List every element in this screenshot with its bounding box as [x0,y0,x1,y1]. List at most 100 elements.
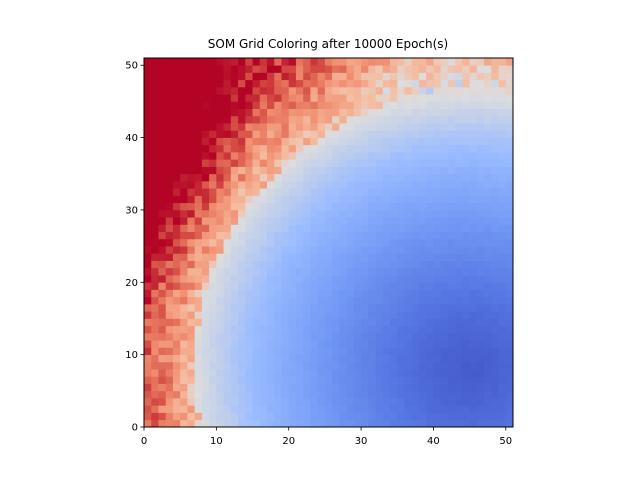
heatmap-cell [252,137,261,146]
heatmap-cell [180,195,188,204]
heatmap-cell [223,217,232,225]
heatmap-cell [281,325,290,334]
heatmap-cell [317,108,326,117]
heatmap-cell [201,383,210,392]
heatmap-cell [245,115,253,124]
heatmap-cell [324,58,333,66]
heatmap-cell [295,79,304,88]
heatmap-cell [252,58,261,66]
heatmap-cell [346,94,355,102]
heatmap-cell [505,202,514,211]
heatmap-cell [440,166,449,175]
heatmap-cell [469,340,478,348]
heatmap-cell [332,72,340,81]
heatmap-cell [491,354,499,363]
heatmap-cell [172,166,181,175]
heatmap-cell [324,152,333,160]
heatmap-cell [324,86,333,95]
heatmap-cell [223,137,232,146]
heatmap-cell [295,58,304,66]
heatmap-cell [505,115,514,124]
heatmap-cell [324,369,333,377]
heatmap-cell [469,361,478,370]
heatmap-cell [324,209,333,218]
heatmap-cell [447,253,456,261]
heatmap-cell [216,289,224,298]
heatmap-cell [201,354,210,363]
heatmap-cell [462,159,470,167]
x-tick-label: 20 [282,436,295,447]
heatmap-cell [375,282,384,290]
heatmap-cell [353,108,362,117]
heatmap-cell [317,340,326,348]
heatmap-cell [332,231,340,240]
heatmap-cell [484,166,492,175]
heatmap-cell [295,246,304,254]
heatmap-cell [144,159,152,167]
heatmap-cell [491,65,499,73]
heatmap-cell [201,181,210,189]
heatmap-cell [390,94,398,102]
heatmap-cell [455,108,463,117]
heatmap-cell [368,304,376,312]
heatmap-cell [295,166,304,175]
heatmap-cell [303,217,311,225]
heatmap-cell [288,166,297,175]
heatmap-cell [505,412,514,421]
heatmap-cell [151,311,159,319]
heatmap-cell [194,347,203,355]
heatmap-cell [339,369,347,377]
heatmap-cell [194,289,203,298]
heatmap-cell [172,58,181,66]
heatmap-cell [209,325,217,334]
heatmap-cell [433,419,441,428]
heatmap-cell [259,354,268,363]
heatmap-cell [209,253,217,261]
heatmap-cell [281,123,290,131]
heatmap-cell [332,144,340,153]
heatmap-cell [375,390,384,399]
heatmap-cell [303,296,311,305]
heatmap-cell [281,195,290,204]
heatmap-cell [476,332,485,341]
heatmap-cell [223,369,232,377]
heatmap-cell [172,318,181,327]
heatmap-cell [491,159,499,167]
heatmap-cell [223,296,232,305]
heatmap-cell [375,289,384,298]
heatmap-cell [476,115,485,124]
heatmap-cell [484,354,492,363]
heatmap-cell [324,253,333,261]
heatmap-cell [245,318,253,327]
heatmap-cell [216,202,224,211]
heatmap-cell [209,275,217,283]
heatmap-cell [469,282,478,290]
heatmap-cell [288,267,297,276]
heatmap-cell [368,86,376,95]
heatmap-cell [447,159,456,167]
heatmap-cell [310,173,318,182]
heatmap-cell [288,260,297,269]
heatmap-cell [180,72,188,81]
heatmap-cell [267,65,275,73]
heatmap-cell [491,289,499,298]
heatmap-cell [317,260,326,269]
heatmap-cell [375,166,384,175]
heatmap-cell [259,296,268,305]
heatmap-cell [245,195,253,204]
heatmap-cell [209,376,217,384]
heatmap-cell [390,65,398,73]
heatmap-cell [144,267,152,276]
heatmap-cell [447,108,456,117]
heatmap-cell [426,289,434,298]
heatmap-cell [390,86,398,95]
heatmap-cell [317,304,326,312]
heatmap-cell [252,390,261,399]
heatmap-cell [390,325,398,334]
heatmap-cell [324,405,333,413]
heatmap-cell [382,361,391,370]
heatmap-cell [484,115,492,124]
heatmap-cell [476,275,485,283]
heatmap-cell [252,224,261,232]
heatmap-cell [498,361,507,370]
